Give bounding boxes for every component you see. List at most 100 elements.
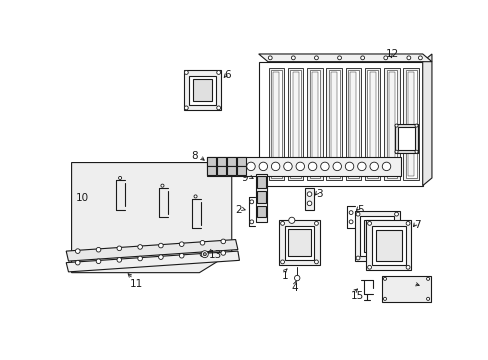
Circle shape [96,259,101,264]
Bar [360,216,393,256]
Circle shape [161,184,163,187]
Circle shape [332,162,341,171]
Circle shape [283,162,292,171]
Bar [217,157,226,166]
Circle shape [382,162,390,171]
Bar [306,68,322,180]
Polygon shape [71,163,231,273]
Circle shape [221,239,225,244]
Circle shape [138,256,142,261]
Circle shape [216,106,220,110]
Text: 7: 7 [413,220,420,230]
Text: 10: 10 [76,193,89,203]
Text: 8: 8 [191,151,198,161]
Text: 13: 13 [208,249,222,260]
Circle shape [288,217,294,223]
Circle shape [383,297,386,300]
Circle shape [314,260,318,264]
Circle shape [221,251,225,255]
Circle shape [203,253,206,256]
Bar [384,68,399,180]
Circle shape [414,124,417,127]
Circle shape [414,150,417,153]
Bar [189,76,215,105]
Bar [364,220,389,252]
Bar [268,68,284,180]
Circle shape [295,162,304,171]
Bar [237,157,246,166]
Bar [366,70,377,178]
Circle shape [314,56,318,60]
Bar [290,70,301,178]
Circle shape [383,277,386,280]
Text: 11: 11 [130,279,143,289]
Circle shape [96,247,101,252]
Circle shape [355,212,359,216]
Circle shape [249,220,253,224]
Bar [226,157,236,166]
Circle shape [314,221,318,225]
Circle shape [357,162,366,171]
Text: 14: 14 [410,282,424,292]
Bar [237,166,246,175]
Circle shape [158,255,163,260]
Bar [328,70,339,178]
Bar [287,229,310,256]
Bar [369,72,375,176]
Circle shape [179,242,183,247]
Bar [366,220,410,270]
Circle shape [383,56,387,60]
Circle shape [418,56,422,60]
Circle shape [268,56,272,60]
Circle shape [200,240,204,245]
Circle shape [138,245,142,249]
Circle shape [200,252,204,257]
Circle shape [406,56,410,60]
Circle shape [201,251,208,258]
Bar [407,72,413,176]
Bar [305,188,313,210]
Circle shape [306,192,311,197]
Polygon shape [258,62,422,186]
Text: 2: 2 [234,205,241,215]
Bar [394,124,417,153]
Circle shape [280,260,284,264]
Circle shape [394,150,397,153]
Circle shape [369,162,378,171]
Bar [217,166,226,175]
Circle shape [158,243,163,248]
Bar [279,220,319,265]
Bar [347,70,358,178]
Bar [256,174,266,222]
Circle shape [75,260,80,265]
Bar [285,226,313,260]
Bar [364,68,380,180]
Circle shape [246,162,255,171]
Polygon shape [422,54,431,186]
Circle shape [367,265,371,269]
Bar [311,72,317,176]
Bar [354,211,399,261]
Bar [193,80,211,101]
Circle shape [426,277,429,280]
Circle shape [337,56,341,60]
Bar [257,176,266,188]
Bar [257,206,266,217]
Bar [326,68,341,180]
Circle shape [406,265,409,269]
Bar [270,70,281,178]
Circle shape [308,162,316,171]
Bar [375,230,401,261]
Circle shape [117,246,122,251]
Circle shape [117,257,122,262]
Circle shape [367,221,371,225]
Bar [403,68,418,180]
Bar [309,70,320,178]
Circle shape [271,162,279,171]
Text: 15: 15 [349,291,363,301]
Circle shape [348,220,352,224]
Circle shape [118,176,122,180]
Bar [183,70,221,110]
Circle shape [345,162,353,171]
Circle shape [280,221,284,225]
